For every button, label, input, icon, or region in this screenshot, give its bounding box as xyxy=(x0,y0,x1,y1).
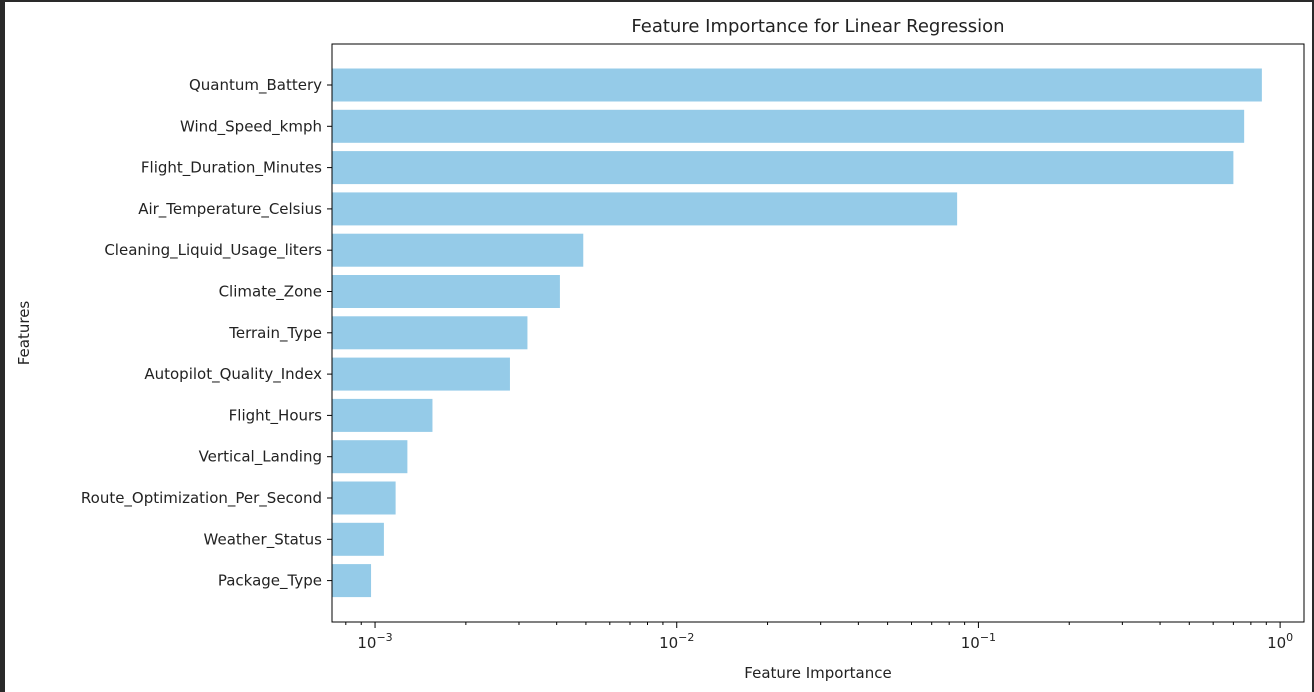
x-tick-label: 10−3 xyxy=(357,631,392,652)
x-tick-label: 10−2 xyxy=(659,631,694,652)
bar-cleaning-liquid-usage-liters xyxy=(332,233,584,267)
y-tick-label: Climate_Zone xyxy=(219,283,322,302)
bar-climate-zone xyxy=(332,275,560,308)
y-tick-label: Vertical_Landing xyxy=(199,448,322,467)
x-tick-label: 10−1 xyxy=(961,631,996,652)
x-axis-label: Feature Importance xyxy=(744,664,891,682)
y-tick-label: Quantum_Battery xyxy=(189,76,322,95)
y-tick-label: Air_Temperature_Celsius xyxy=(138,200,322,219)
y-axis: Quantum_Battery Wind_Speed_kmph Flight_Dur… xyxy=(81,76,332,591)
y-tick-label: Route_Optimization_Per_Second xyxy=(81,489,322,508)
bar-quantum-battery xyxy=(332,68,1262,102)
y-tick-label: Package_Type xyxy=(218,572,322,591)
bar-package-type xyxy=(332,564,372,598)
bar-terrain-type xyxy=(332,316,528,350)
bars-group xyxy=(332,68,1262,598)
x-tick-label: 100 xyxy=(1267,631,1293,652)
y-tick-label: Weather_Status xyxy=(204,530,323,549)
x-axis: 10−3 10−2 10−1 100 xyxy=(345,622,1293,652)
chart-title: Feature Importance for Linear Regression xyxy=(631,16,1004,37)
y-tick-label: Cleaning_Liquid_Usage_liters xyxy=(104,241,322,260)
bar-route-optimization-per-second xyxy=(332,481,396,515)
bar-weather-status xyxy=(332,522,384,556)
bar-flight-hours xyxy=(332,398,433,432)
y-tick-label: Autopilot_Quality_Index xyxy=(144,365,322,384)
y-tick-label: Terrain_Type xyxy=(228,324,322,343)
y-tick-label: Flight_Hours xyxy=(229,406,323,425)
bar-flight-duration-minutes xyxy=(332,151,1234,185)
bar-vertical-landing xyxy=(332,440,408,474)
y-tick-label: Wind_Speed_kmph xyxy=(180,117,322,136)
y-tick-label: Flight_Duration_Minutes xyxy=(141,159,322,178)
bar-air-temperature-celsius xyxy=(332,192,958,226)
plot-area-frame xyxy=(331,43,1305,623)
bar-wind-speed-kmph xyxy=(332,109,1245,143)
bar-autopilot-quality-index xyxy=(332,357,510,391)
y-axis-label: Features xyxy=(15,301,33,366)
